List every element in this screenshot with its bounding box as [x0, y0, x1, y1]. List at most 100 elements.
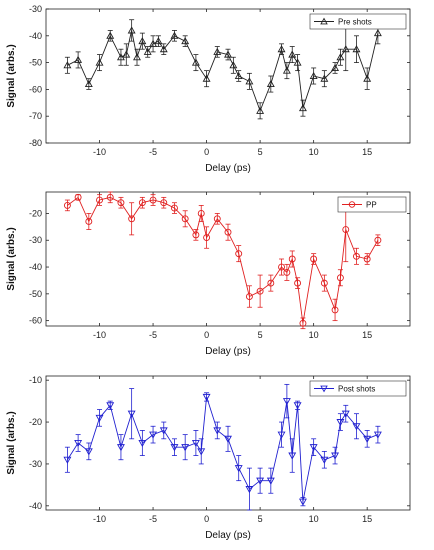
data-point	[282, 66, 291, 74]
data-point	[288, 255, 296, 263]
x-tick-label: 15	[362, 147, 372, 157]
legend-box	[309, 13, 407, 30]
legend-marker	[320, 385, 328, 393]
x-tick-label: 0	[204, 514, 209, 524]
data-point	[363, 74, 372, 82]
data-point	[203, 234, 211, 242]
data-point	[331, 306, 339, 314]
data-point	[256, 106, 265, 114]
data-point	[106, 31, 115, 39]
legend: Post shots	[309, 380, 407, 397]
x-tick-label: 15	[362, 514, 372, 524]
data-point	[277, 45, 286, 53]
data-point	[202, 393, 211, 402]
x-tick-label: -5	[149, 514, 157, 524]
x-tick-label: 0	[204, 147, 209, 157]
data-point	[373, 28, 382, 37]
data-point	[154, 37, 163, 45]
data-point	[293, 402, 302, 410]
y-tick-label: -30	[29, 459, 42, 469]
x-tick-label: 10	[309, 514, 319, 524]
data-point	[95, 414, 104, 423]
data-point	[245, 77, 254, 85]
data-point	[245, 293, 253, 300]
data-point	[213, 427, 222, 435]
y-tick-label: -60	[29, 84, 42, 94]
data-point	[197, 448, 206, 456]
y-tick-label: -40	[29, 262, 42, 272]
data-point	[74, 55, 83, 63]
data-point	[106, 402, 115, 410]
data-point	[85, 218, 93, 225]
data-point	[197, 209, 205, 217]
data-point	[336, 274, 344, 282]
legend-label: Pre shots	[338, 18, 372, 27]
data-point	[331, 452, 340, 460]
data-point	[138, 439, 147, 448]
legend-marker	[348, 201, 356, 208]
plot-frame	[45, 191, 411, 327]
y-axis-label: Signal (arbs.)	[6, 411, 17, 474]
x-tick-label: 5	[258, 147, 263, 157]
data-point	[224, 228, 232, 236]
data-point	[235, 250, 243, 258]
data-point	[213, 215, 221, 223]
y-axis-label: Signal (arbs.)	[6, 227, 17, 290]
y-tick-label: -80	[29, 138, 42, 148]
data-point	[298, 498, 307, 506]
data-point	[288, 50, 297, 58]
y-tick-label: -50	[29, 58, 42, 68]
x-tick-label: 0	[204, 330, 209, 340]
data-point	[149, 431, 158, 439]
data-point	[336, 53, 345, 61]
data-point	[353, 252, 360, 260]
data-point	[192, 231, 200, 239]
data-point	[363, 435, 372, 443]
y-axis-label: Signal (arbs.)	[6, 44, 17, 107]
data-point	[310, 255, 318, 263]
data-point	[229, 61, 238, 69]
panel-post-shots: -10 -5 0 5 10 15 -10 -20 -30 -40 Delay (ps) Signal …	[6, 375, 411, 541]
data-point	[160, 199, 168, 207]
x-tick-label: -10	[93, 147, 106, 157]
data-point	[202, 74, 211, 82]
legend-label: PP	[366, 201, 377, 210]
x-axis-label: Delay (ps)	[205, 163, 251, 174]
data-point	[63, 201, 71, 209]
data-point	[138, 199, 146, 207]
data-point	[133, 53, 141, 61]
data-point	[84, 448, 93, 456]
data-point	[95, 58, 104, 66]
data-point	[117, 199, 125, 207]
data-point	[181, 37, 190, 45]
data-point	[331, 63, 340, 71]
data-point	[320, 456, 329, 464]
data-point	[277, 431, 286, 439]
data-point	[342, 226, 350, 233]
data-point	[74, 193, 82, 201]
data-point	[309, 444, 318, 452]
data-point	[363, 255, 371, 263]
legend-box	[337, 196, 407, 213]
data-point	[224, 435, 232, 443]
x-tick-label: 10	[309, 330, 319, 340]
data-point	[293, 58, 302, 66]
data-point	[267, 279, 275, 287]
data-point	[320, 74, 329, 82]
y-tick-label: -60	[29, 316, 42, 326]
data-point	[256, 477, 265, 485]
data-point	[63, 61, 72, 69]
data-point	[373, 431, 382, 439]
data-point	[143, 47, 152, 55]
data-point	[149, 196, 157, 204]
data-point	[149, 39, 158, 47]
legend: PP	[337, 196, 407, 213]
data-point	[170, 31, 179, 39]
data-point	[266, 477, 275, 485]
x-tick-label: 5	[258, 514, 263, 524]
data-point	[234, 465, 243, 473]
legend-marker	[320, 17, 328, 25]
data-point	[63, 456, 72, 464]
